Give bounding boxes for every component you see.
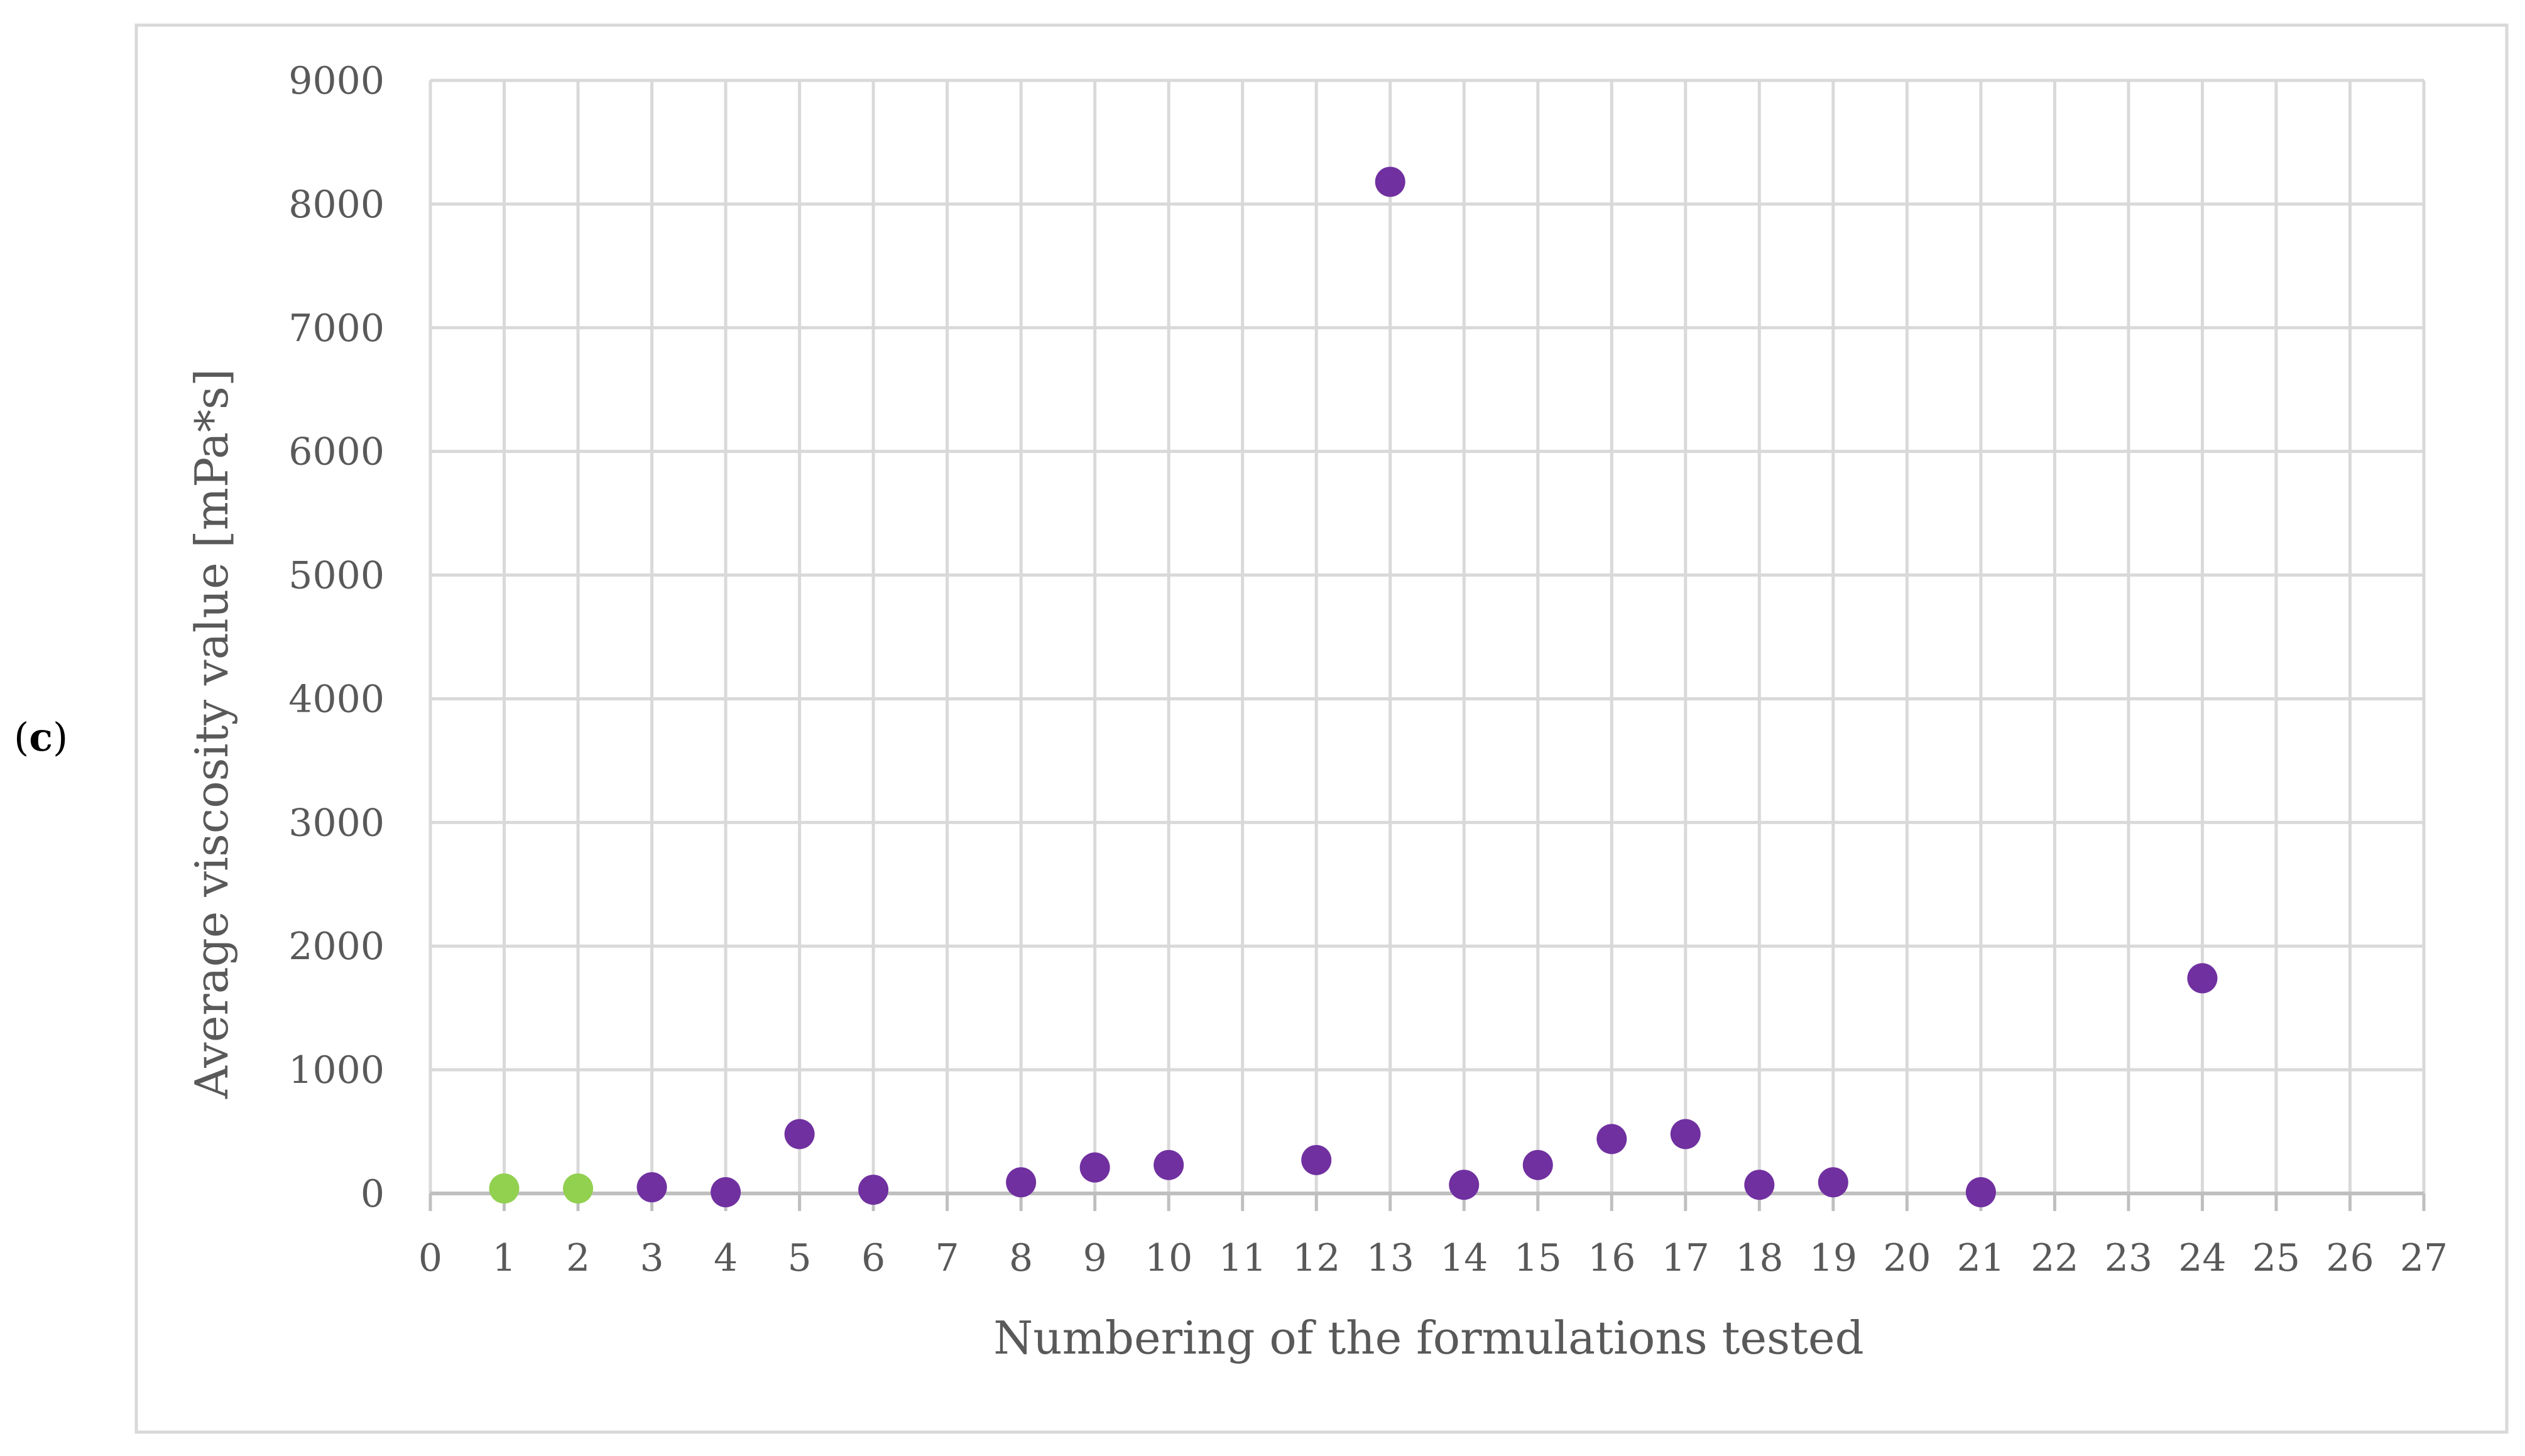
data-point-series-1 xyxy=(489,1173,520,1204)
y-tick-label: 4000 xyxy=(288,677,384,721)
data-point-series-2 xyxy=(1301,1144,1332,1175)
x-tick-label: 4 xyxy=(714,1236,738,1280)
panel-label: (c) xyxy=(14,714,68,760)
x-tick-label: 27 xyxy=(2400,1236,2448,1280)
data-point-series-2 xyxy=(784,1119,815,1149)
data-point-series-2 xyxy=(1965,1177,1996,1208)
x-tick-label: 15 xyxy=(1514,1236,1562,1280)
x-axis-title: Numbering of the formulations tested xyxy=(993,1312,1863,1364)
y-tick-label: 3000 xyxy=(288,801,384,845)
x-tick-label: 17 xyxy=(1662,1236,1710,1280)
data-point-series-2 xyxy=(1596,1124,1627,1154)
data-point-series-2 xyxy=(1153,1149,1184,1180)
data-point-series-2 xyxy=(1006,1167,1037,1198)
y-tick-label: 1000 xyxy=(288,1048,384,1092)
data-point-series-2 xyxy=(1818,1167,1848,1198)
data-point-series-2 xyxy=(1079,1152,1110,1183)
data-point-series-2 xyxy=(636,1172,667,1203)
x-tick-label: 5 xyxy=(787,1236,811,1280)
x-tick-label: 19 xyxy=(1809,1236,1857,1280)
x-tick-label: 23 xyxy=(2105,1236,2152,1280)
x-tick-label: 7 xyxy=(935,1236,959,1280)
y-tick-label: 9000 xyxy=(288,59,384,103)
y-tick-label: 7000 xyxy=(288,307,384,350)
y-axis-title: Average viscosity value [mPa*s] xyxy=(185,369,238,1099)
x-tick-label: 13 xyxy=(1366,1236,1414,1280)
data-point-series-2 xyxy=(1375,166,1405,197)
x-tick-label: 20 xyxy=(1883,1236,1931,1280)
x-tick-label: 10 xyxy=(1145,1236,1192,1280)
x-tick-label: 0 xyxy=(418,1236,442,1280)
x-tick-label: 21 xyxy=(1957,1236,2005,1280)
data-points xyxy=(489,166,2218,1208)
data-point-series-1 xyxy=(563,1173,594,1204)
x-tick-label: 25 xyxy=(2252,1236,2300,1280)
x-tick-label: 16 xyxy=(1588,1236,1635,1280)
x-tick-label: 24 xyxy=(2178,1236,2226,1280)
x-tick-label: 9 xyxy=(1083,1236,1107,1280)
x-tick-label: 22 xyxy=(2031,1236,2078,1280)
chart-frame xyxy=(134,23,2509,1434)
y-tick-label: 0 xyxy=(361,1172,384,1216)
x-tick-label: 6 xyxy=(861,1236,885,1280)
data-point-series-2 xyxy=(858,1175,889,1205)
data-point-series-2 xyxy=(711,1177,741,1208)
y-tick-label: 2000 xyxy=(288,925,384,969)
x-tick-label: 8 xyxy=(1009,1236,1033,1280)
x-tick-label: 3 xyxy=(640,1236,663,1280)
x-tick-label: 12 xyxy=(1292,1236,1340,1280)
x-tick-label: 2 xyxy=(566,1236,590,1280)
data-point-series-2 xyxy=(2187,963,2218,994)
x-tick-label: 1 xyxy=(492,1236,516,1280)
x-tick-label: 11 xyxy=(1219,1236,1267,1280)
y-tick-label: 8000 xyxy=(288,183,384,227)
data-point-series-2 xyxy=(1449,1170,1480,1200)
x-tick-label: 18 xyxy=(1735,1236,1783,1280)
y-tick-label: 5000 xyxy=(288,554,384,598)
tick-labels: 0 1 2 3 4 5 6 7 8 9 10 11 12 13 14 15 16 17 18 19 20 21 22 23 24… xyxy=(288,59,2448,1280)
data-point-series-2 xyxy=(1522,1149,1553,1180)
data-point-series-2 xyxy=(1670,1119,1701,1149)
x-tick-label: 26 xyxy=(2326,1236,2374,1280)
x-tick-label: 14 xyxy=(1440,1236,1488,1280)
data-point-series-2 xyxy=(1744,1170,1775,1200)
axes xyxy=(428,80,2426,1211)
gridlines xyxy=(430,79,2426,1193)
y-tick-label: 6000 xyxy=(288,430,384,474)
